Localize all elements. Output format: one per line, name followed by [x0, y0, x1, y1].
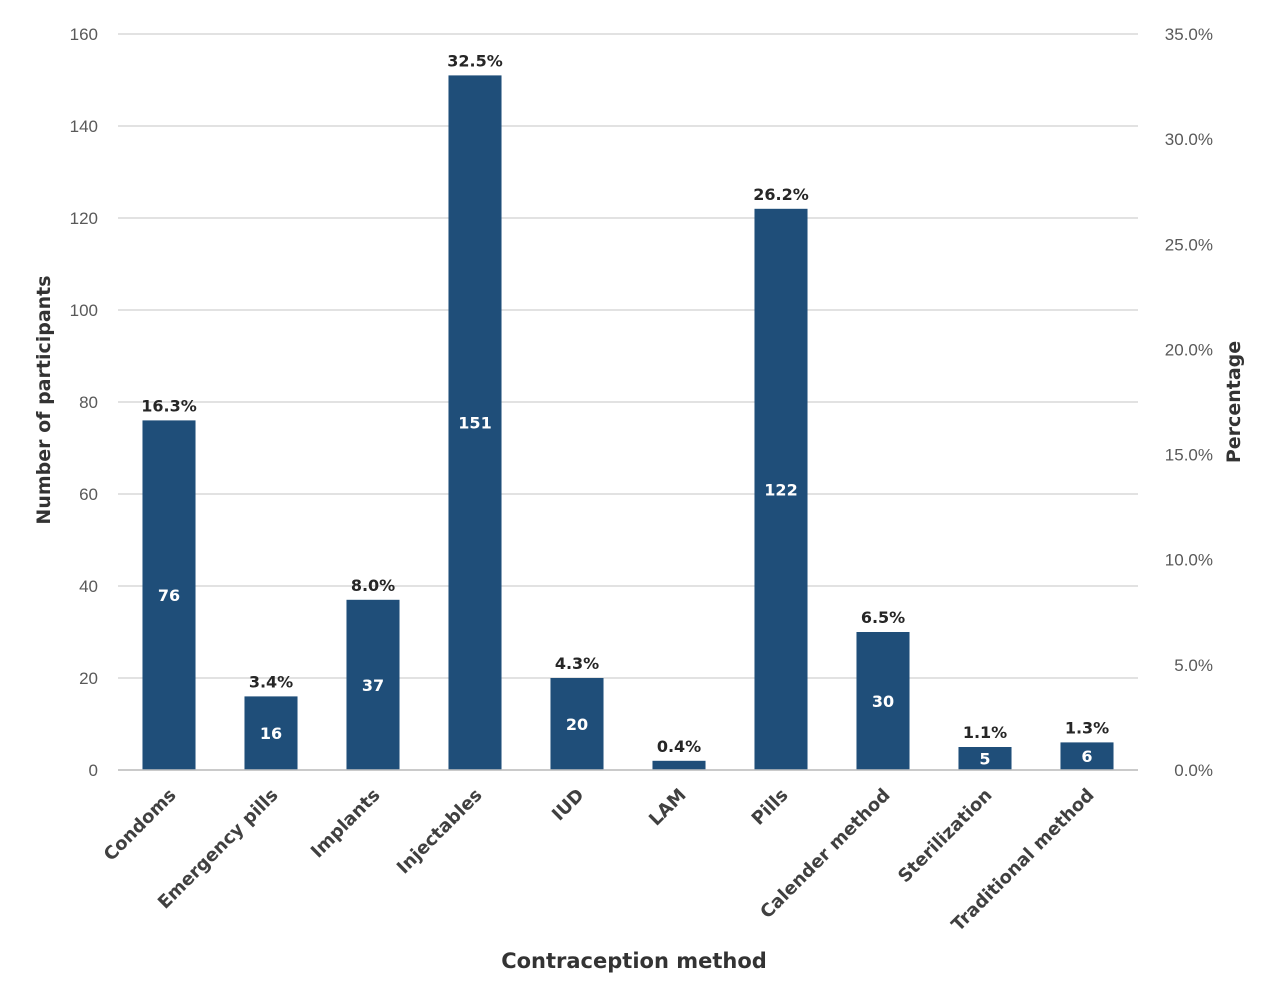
y-axis-title: Number of participants [33, 275, 55, 524]
value-label: 151 [458, 414, 491, 433]
y2-axis-title: Percentage [1223, 341, 1245, 463]
y2-tick-label: 5.0% [1174, 656, 1213, 675]
percent-label: 32.5% [447, 51, 503, 70]
data-labels: 16.3% 76 3.4% 16 8.0% 37 32.5% 151 4.3% 20 0.4% 26.… [141, 51, 1109, 768]
value-label: 37 [362, 676, 384, 695]
bar-implants [346, 599, 400, 770]
value-label: 30 [872, 692, 894, 711]
y-axis-right: 0.0% 5.0% 10.0% 15.0% 20.0% 25.0% 30.0% 35.0% [1165, 25, 1213, 780]
percent-label: 26.2% [753, 185, 809, 204]
y-tick-label: 160 [70, 25, 98, 44]
y2-tick-label: 30.0% [1165, 130, 1213, 149]
percent-label: 4.3% [555, 654, 599, 673]
bar-emergency-pills [244, 696, 298, 770]
percent-label: 1.1% [963, 723, 1007, 742]
y-tick-label: 40 [79, 577, 98, 596]
value-label: 76 [158, 586, 180, 605]
bar-lam [652, 760, 706, 770]
percent-label: 3.4% [249, 672, 293, 691]
y-tick-label: 100 [70, 301, 98, 320]
percent-label: 1.3% [1065, 718, 1109, 737]
y-tick-label: 0 [89, 761, 98, 780]
value-label: 16 [260, 724, 282, 743]
category-label: IUD [548, 785, 588, 825]
y2-tick-label: 10.0% [1165, 551, 1213, 570]
category-label: Sterilization [894, 785, 996, 887]
percent-label: 6.5% [861, 608, 905, 627]
category-label: Implants [307, 785, 385, 863]
y2-tick-label: 0.0% [1174, 761, 1213, 780]
bar-pills [754, 208, 808, 771]
percent-label: 8.0% [351, 576, 395, 595]
category-label: Condoms [100, 785, 181, 866]
value-label: 122 [764, 480, 797, 499]
y2-tick-label: 25.0% [1165, 235, 1213, 254]
percent-label: 16.3% [141, 396, 197, 415]
bar-condoms [142, 420, 196, 770]
percent-label: 0.4% [657, 737, 701, 756]
x-axis-title: Contraception method [501, 949, 767, 973]
bar-calender-method [856, 632, 910, 770]
value-label: 20 [566, 715, 588, 734]
y2-tick-label: 20.0% [1165, 340, 1213, 359]
bar-traditional-method [1060, 742, 1114, 770]
y2-tick-label: 15.0% [1165, 446, 1213, 465]
y-tick-label: 60 [79, 485, 98, 504]
y-tick-label: 120 [70, 209, 98, 228]
bar-injectables [448, 75, 502, 770]
gridlines [118, 33, 1138, 771]
y-tick-label: 80 [79, 393, 98, 412]
category-label: Pills [748, 785, 793, 830]
category-label: LAM [645, 785, 690, 830]
y2-tick-label: 35.0% [1165, 25, 1213, 44]
y-tick-label: 20 [79, 669, 98, 688]
value-label: 6 [1081, 747, 1092, 766]
y-axis-left: 0 20 40 60 80 100 120 140 160 [70, 25, 98, 780]
bar-sterilization [958, 747, 1012, 770]
category-label: Injectables [393, 785, 487, 879]
value-label: 5 [979, 750, 990, 769]
bars [142, 75, 1114, 771]
bar-iud [550, 678, 604, 770]
y-tick-label: 140 [70, 117, 98, 136]
